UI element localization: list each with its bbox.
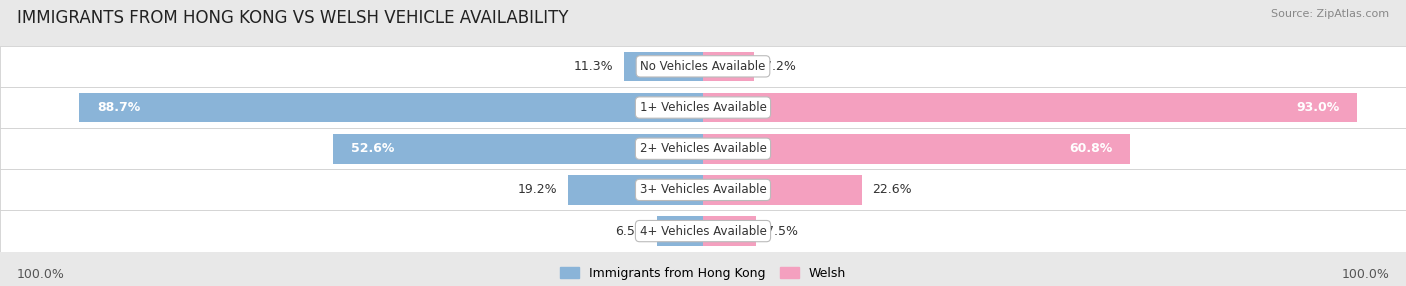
Text: 88.7%: 88.7% xyxy=(97,101,141,114)
Bar xyxy=(703,216,756,246)
Bar xyxy=(703,93,1357,122)
Text: No Vehicles Available: No Vehicles Available xyxy=(640,60,766,73)
Bar xyxy=(333,134,703,164)
Text: 3+ Vehicles Available: 3+ Vehicles Available xyxy=(640,183,766,196)
Bar xyxy=(79,93,703,122)
Bar xyxy=(703,134,1130,164)
Text: 7.5%: 7.5% xyxy=(766,225,799,238)
Bar xyxy=(0,128,1406,169)
Bar xyxy=(657,216,703,246)
Bar xyxy=(0,46,1406,87)
Text: 19.2%: 19.2% xyxy=(517,183,558,196)
Bar xyxy=(703,51,754,81)
Bar xyxy=(0,210,1406,252)
Bar xyxy=(624,51,703,81)
Text: 7.2%: 7.2% xyxy=(765,60,796,73)
Text: 4+ Vehicles Available: 4+ Vehicles Available xyxy=(640,225,766,238)
Bar xyxy=(568,175,703,205)
Text: 1+ Vehicles Available: 1+ Vehicles Available xyxy=(640,101,766,114)
Text: 2+ Vehicles Available: 2+ Vehicles Available xyxy=(640,142,766,155)
Text: 6.5%: 6.5% xyxy=(614,225,647,238)
Text: 52.6%: 52.6% xyxy=(352,142,394,155)
Text: 11.3%: 11.3% xyxy=(574,60,613,73)
Text: 93.0%: 93.0% xyxy=(1296,101,1340,114)
Text: Source: ZipAtlas.com: Source: ZipAtlas.com xyxy=(1271,9,1389,19)
Text: 22.6%: 22.6% xyxy=(872,183,912,196)
Bar xyxy=(0,169,1406,210)
Bar xyxy=(0,87,1406,128)
Text: 100.0%: 100.0% xyxy=(17,268,65,281)
Legend: Immigrants from Hong Kong, Welsh: Immigrants from Hong Kong, Welsh xyxy=(560,267,846,280)
Text: 100.0%: 100.0% xyxy=(1341,268,1389,281)
Text: IMMIGRANTS FROM HONG KONG VS WELSH VEHICLE AVAILABILITY: IMMIGRANTS FROM HONG KONG VS WELSH VEHIC… xyxy=(17,9,568,27)
Bar xyxy=(703,175,862,205)
Text: 60.8%: 60.8% xyxy=(1070,142,1114,155)
